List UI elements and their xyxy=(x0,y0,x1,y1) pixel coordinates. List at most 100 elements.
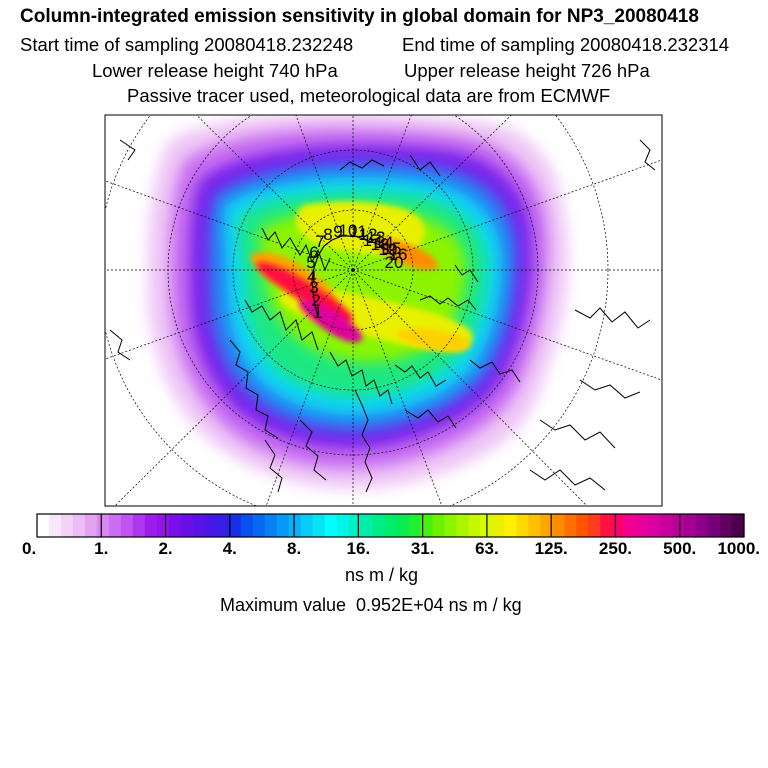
trajectory-path xyxy=(311,235,396,319)
end-time-label: End time of sampling 20080418.232314 xyxy=(402,34,730,55)
start-time-label: Start time of sampling 20080418.232248 xyxy=(20,34,354,55)
legend-color-cell xyxy=(252,514,266,537)
figure-title: Column-integrated emission sensitivity i… xyxy=(20,6,699,27)
upper-release-height-label: Upper release height 726 hPa xyxy=(404,60,650,81)
legend-color-cell xyxy=(516,514,529,537)
legend-color-cell xyxy=(132,514,146,537)
legend-color-cell xyxy=(732,514,745,537)
legend-color-cell xyxy=(708,514,721,537)
legend-tick-label: 8. xyxy=(287,539,301,558)
legend-color-cell xyxy=(300,514,314,537)
legend-color-cell xyxy=(636,514,649,537)
legend-tick-labels: 0. 1. 2. 4. 8. 16. 31. 63. 125. 250. 500. 1000. xyxy=(22,539,760,558)
legend-color-cell xyxy=(456,514,469,537)
legend-color-cell xyxy=(228,514,242,537)
legend-tick-label: 125. xyxy=(535,539,568,558)
legend-tick-label: 250. xyxy=(599,539,632,558)
map-frame xyxy=(104,114,663,507)
legend-color-cell xyxy=(396,514,410,537)
legend-color-cell xyxy=(144,514,158,537)
legend-color-cell xyxy=(432,514,446,537)
legend-tick-label: 500. xyxy=(663,539,696,558)
legend-color-cell xyxy=(384,514,398,537)
legend-color-cell xyxy=(48,514,62,537)
legend-color-cell xyxy=(624,514,637,537)
trajectory-label: 12 xyxy=(359,225,378,244)
legend-color-cell xyxy=(552,514,565,537)
trajectory-label: 2 xyxy=(311,291,320,310)
legend-color-cell xyxy=(576,514,589,537)
legend-tick-label: 1000. xyxy=(717,539,760,558)
trajectory-label: 4 xyxy=(307,267,316,286)
legend-color-cell xyxy=(660,514,673,537)
graticule xyxy=(105,115,662,506)
legend-color-cell xyxy=(720,514,733,537)
legend-color-cell xyxy=(264,514,278,537)
trajectory-label: 9 xyxy=(333,222,342,241)
trajectory-label: 11 xyxy=(349,222,367,241)
legend-color-cell xyxy=(612,514,625,537)
legend-tick-label: 63. xyxy=(475,539,499,558)
legend-color-cell xyxy=(408,514,422,537)
legend-color-cell xyxy=(96,514,110,537)
legend-color-cell xyxy=(180,514,194,537)
legend-color-cell xyxy=(324,514,338,537)
legend-color-cell xyxy=(684,514,697,537)
legend-color-cell xyxy=(444,514,457,537)
legend-color-cells xyxy=(37,514,745,537)
legend-color-cell xyxy=(420,514,434,537)
legend-color-cell xyxy=(72,514,86,537)
legend-color-cell xyxy=(564,514,577,537)
trajectory-label: 18 xyxy=(371,235,390,254)
max-value-label: Maximum value 0.952E+04 ns m / kg xyxy=(220,595,522,616)
trajectory-label: 17 xyxy=(363,231,382,250)
max-value-text: Maximum value 0.952E+04 ns m / kg xyxy=(220,595,522,615)
trajectory-label: 19 xyxy=(379,240,398,259)
trajectory-label: 6 xyxy=(309,243,318,262)
legend-tick-label: 16. xyxy=(347,539,371,558)
legend-color-cell xyxy=(540,514,553,537)
coastlines xyxy=(109,139,656,493)
trajectory-label: 14 xyxy=(375,233,394,252)
legend-color-cell xyxy=(492,514,505,537)
legend-color-cell xyxy=(156,514,170,537)
legend-color-cell xyxy=(312,514,326,537)
legend-group-dividers xyxy=(100,514,681,537)
tracer-info-label: Passive tracer used, meteorological data… xyxy=(127,85,611,106)
legend-color-cell xyxy=(108,514,122,537)
lower-release-height-label: Lower release height 740 hPa xyxy=(92,60,338,81)
legend-color-cell xyxy=(468,514,481,537)
legend-color-cell xyxy=(216,514,230,537)
legend-color-cell xyxy=(600,514,613,537)
legend-color-cell xyxy=(168,514,182,537)
trajectory-label: 10 xyxy=(339,221,358,240)
trajectory-label: 15 xyxy=(383,239,402,258)
legend-color-cell xyxy=(672,514,685,537)
legend-color-cell xyxy=(192,514,206,537)
legend-tick-label: 0. xyxy=(22,539,36,558)
trajectory-label: 20 xyxy=(385,253,404,272)
legend-units: ns m / kg xyxy=(345,565,419,585)
trajectory-label: 13 xyxy=(367,228,386,247)
sensitivity-field xyxy=(147,115,569,490)
trajectory-label: 5 xyxy=(306,253,315,272)
trajectory-label: 1 xyxy=(313,303,322,322)
legend-tick-label: 1. xyxy=(94,539,108,558)
legend-color-cell xyxy=(288,514,302,537)
trajectory-label: 7 xyxy=(315,232,324,251)
legend-tick-label: 2. xyxy=(158,539,172,558)
legend-color-cell xyxy=(372,514,386,537)
trajectory-label: 16 xyxy=(389,245,408,264)
legend-color-cell xyxy=(204,514,218,537)
legend-color-cell xyxy=(60,514,74,537)
legend-color-cell xyxy=(37,514,50,537)
legend-tick-label: 4. xyxy=(223,539,237,558)
legend-color-cell xyxy=(84,514,98,537)
legend-color-cell xyxy=(240,514,254,537)
legend-color-cell xyxy=(348,514,362,537)
legend-tick-label: 31. xyxy=(411,539,435,558)
legend-color-cell xyxy=(276,514,290,537)
